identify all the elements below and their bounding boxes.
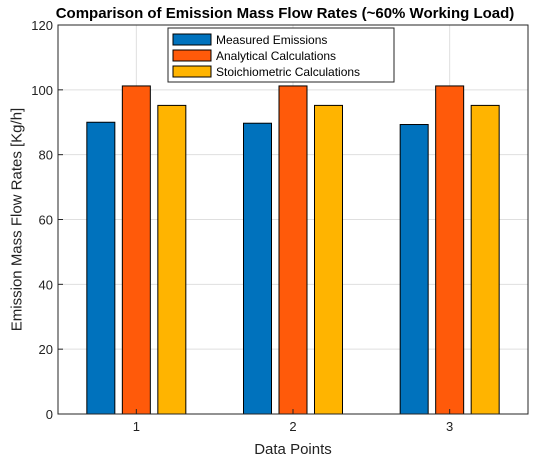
bar	[157, 104, 187, 415]
bar	[314, 104, 343, 415]
y-tick-label: 0	[46, 407, 53, 422]
y-tick-label: 80	[39, 148, 53, 163]
y-tick-label: 100	[31, 83, 53, 98]
legend: Measured Emissions Analytical Calculation…	[167, 27, 395, 83]
x-tick-label: 3	[446, 419, 453, 434]
y-axis-label: Emission Mass Flow Rates [Kg/h]	[9, 108, 26, 331]
bar	[278, 85, 308, 415]
bar	[121, 85, 151, 415]
bar	[243, 122, 272, 415]
y-tick-label: 20	[39, 342, 53, 357]
bar	[86, 121, 116, 415]
x-tick-label: 1	[133, 419, 140, 434]
legend-label: Stoichiometric Calculations	[216, 65, 360, 79]
legend-label: Analytical Calculations	[216, 49, 336, 63]
legend-label: Measured Emissions	[216, 33, 327, 47]
y-tick-label: 40	[39, 277, 53, 292]
y-tick-label: 60	[39, 213, 53, 228]
legend-swatch	[172, 49, 212, 62]
bar	[399, 124, 429, 415]
x-axis-label: Data Points	[254, 441, 332, 458]
chart-title: Comparison of Emission Mass Flow Rates (…	[56, 5, 515, 22]
x-tick-label: 2	[289, 419, 296, 434]
legend-swatch	[172, 65, 212, 78]
bar	[470, 104, 500, 415]
bars	[86, 85, 500, 415]
ticks: 0 20 40 60 80 100 120 1 2 3	[31, 18, 453, 434]
bar	[435, 85, 465, 415]
legend-swatch	[172, 33, 212, 46]
y-tick-label: 120	[31, 18, 53, 33]
